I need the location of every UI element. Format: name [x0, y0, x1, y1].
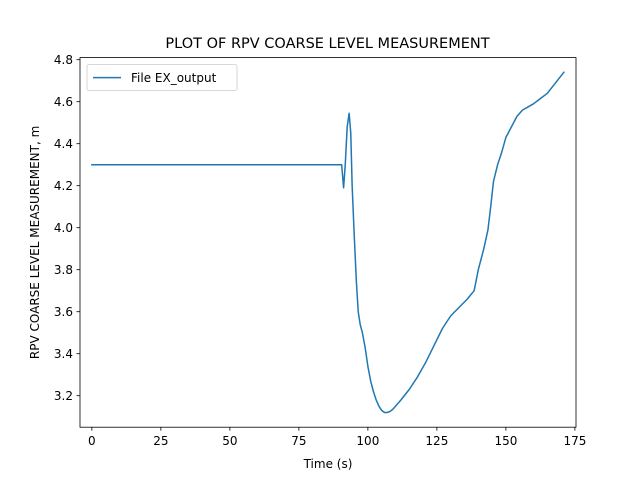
- y-tick-label: 3.8: [54, 263, 73, 277]
- y-tick-label: 4.2: [54, 179, 73, 193]
- x-tick-label: 150: [494, 434, 517, 448]
- legend: File EX_output: [86, 64, 238, 91]
- x-tick-label: 75: [291, 434, 306, 448]
- x-axis-ticks: 0 25 50 75 100 125 150 175: [88, 427, 586, 448]
- x-tick-label: 25: [153, 434, 168, 448]
- x-tick-label: 100: [356, 434, 379, 448]
- y-tick-label: 4.8: [54, 53, 73, 67]
- y-tick-label: 3.4: [54, 347, 73, 361]
- x-axis-label: Time (s): [303, 457, 353, 471]
- y-tick-label: 4.4: [54, 137, 73, 151]
- x-tick-label: 0: [88, 434, 96, 448]
- y-axis-label: RPV COARSE LEVEL MEASUREMENT, m: [28, 126, 42, 359]
- x-tick-label: 125: [425, 434, 448, 448]
- legend-box: [86, 64, 238, 91]
- y-axis-ticks: 3.2 3.4 3.6 3.8 4.0 4.2 4.4 4.6 4.8: [54, 53, 80, 403]
- x-tick-label: 50: [222, 434, 237, 448]
- plot-series-layer: [91, 71, 565, 414]
- y-tick-label: 4.6: [54, 95, 73, 109]
- x-tick-label: 175: [563, 434, 586, 448]
- y-tick-label: 4.0: [54, 221, 73, 235]
- chart-title: PLOT OF RPV COARSE LEVEL MEASUREMENT: [165, 36, 489, 52]
- y-tick-label: 3.2: [54, 389, 73, 403]
- legend-entry-label: File EX_output: [131, 71, 217, 85]
- y-tick-label: 3.6: [54, 305, 73, 319]
- plot-frame: [79, 57, 577, 428]
- series-line-0: [91, 71, 565, 414]
